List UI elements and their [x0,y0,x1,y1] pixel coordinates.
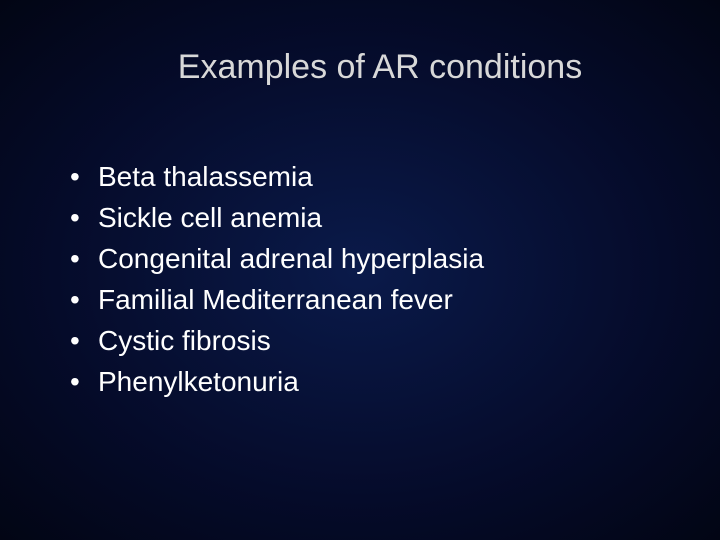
slide-title: Examples of AR conditions [100,48,660,87]
list-item: • Sickle cell anemia [70,200,660,235]
bullet-icon: • [70,364,98,399]
list-item: • Congenital adrenal hyperplasia [70,241,660,276]
list-item: • Phenylketonuria [70,364,660,399]
bullet-text: Phenylketonuria [98,364,660,399]
bullet-text: Sickle cell anemia [98,200,660,235]
bullet-icon: • [70,200,98,235]
list-item: • Familial Mediterranean fever [70,282,660,317]
list-item: • Beta thalassemia [70,159,660,194]
bullet-list: • Beta thalassemia • Sickle cell anemia … [60,159,660,399]
bullet-icon: • [70,323,98,358]
bullet-text: Beta thalassemia [98,159,660,194]
bullet-icon: • [70,159,98,194]
bullet-text: Familial Mediterranean fever [98,282,660,317]
slide: Examples of AR conditions • Beta thalass… [0,0,720,540]
bullet-icon: • [70,241,98,276]
bullet-icon: • [70,282,98,317]
bullet-text: Cystic fibrosis [98,323,660,358]
bullet-text: Congenital adrenal hyperplasia [98,241,660,276]
list-item: • Cystic fibrosis [70,323,660,358]
